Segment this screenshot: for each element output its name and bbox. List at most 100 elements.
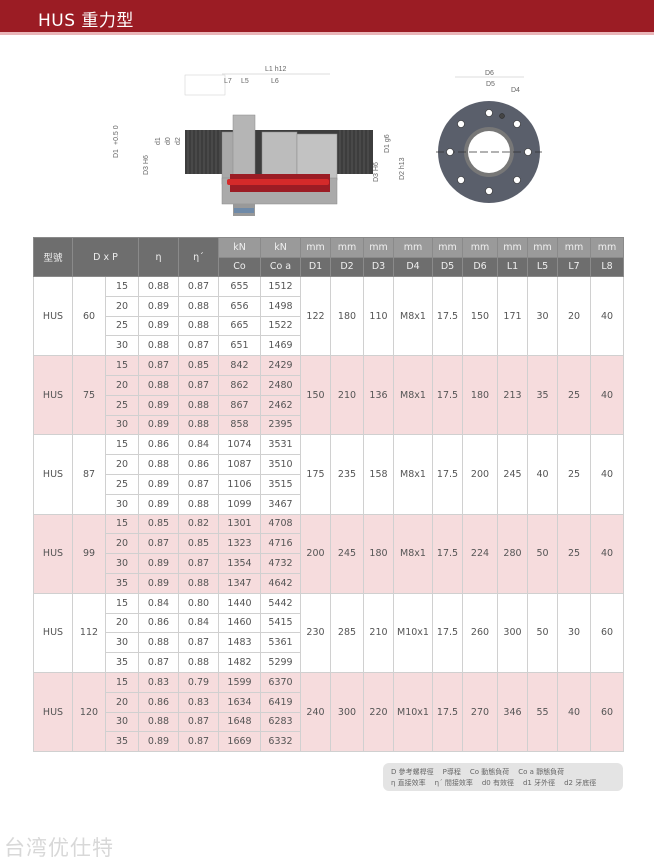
label-l6: L6 [271,78,279,85]
value-cell: 0.88 [178,315,219,337]
value-cell: 1354 [218,553,261,574]
value-cell: 25 [105,473,139,495]
value-cell: 1648 [218,711,261,733]
diameter-cell: 75 [72,355,106,436]
unit-header: mm [432,237,463,258]
value-cell: 0.86 [178,454,219,475]
value-cell: 0.88 [138,276,179,297]
column-header: Co [218,256,261,277]
column-header: D5 [432,256,463,277]
dimension-cell: 25 [557,355,591,436]
table-row: HUS 60 15 0.88 0.87 655 1512 122 180 110 M8x1 17.5 1… [33,275,624,357]
diameter-cell: 87 [72,434,106,515]
value-cell: 0.84 [178,612,219,634]
value-cell: 0.88 [138,335,179,357]
dimension-cell: 346 [497,671,528,753]
table-row: 30 0.89 0.87 1354 4732 [34,553,624,574]
label-d6: D6 [485,70,494,77]
dimension-cell: 35 [527,355,558,436]
model-cell: HUS [33,513,73,594]
dimension-cell: 200 [300,513,331,594]
value-cell: 0.88 [138,632,179,654]
column-header: D4 [393,256,433,277]
dimension-cell: 180 [330,275,364,357]
value-cell: 0.87 [138,355,179,376]
dimension-cell: 40 [557,671,591,753]
value-cell: 35 [105,731,139,753]
table-row: HUS 99 15 0.85 0.82 1301 4708 200 245 180 M8x1 17.5… [33,513,624,594]
value-cell: 5415 [260,612,301,634]
value-cell: 5442 [260,592,301,614]
value-cell: 1469 [260,335,301,357]
value-cell: 0.87 [178,335,219,357]
label-d2-h13: D2 h13 [399,157,406,180]
value-cell: 30 [105,414,139,436]
dimension-cell: 224 [462,513,498,594]
value-cell: 2395 [260,414,301,436]
value-cell: 0.82 [178,513,219,535]
label-d3-h6: D3 H6 [143,155,150,175]
diameter-cell: 60 [72,275,106,357]
value-cell: 3515 [260,473,301,495]
dimension-cell: 17.5 [432,275,463,357]
dimension-cell: 40 [590,513,624,594]
value-cell: 2480 [260,374,301,396]
value-cell: 1087 [218,454,261,475]
dimension-cell: 122 [300,275,331,357]
dimension-cell: M10x1 [393,671,433,753]
value-cell: 1323 [218,533,261,555]
value-cell: 1440 [218,592,261,614]
value-cell: 862 [218,374,261,396]
value-cell: 20 [105,533,139,555]
value-cell: 3510 [260,454,301,475]
table-row: 20 0.88 0.86 1087 3510 [34,454,624,475]
diameter-cell: 120 [72,671,106,753]
nut-side-view [184,74,373,216]
value-cell: 20 [105,612,139,634]
value-cell: 1460 [218,612,261,634]
value-cell: 0.86 [138,434,179,456]
unit-header: kN [218,237,261,258]
dimension-cell: 17.5 [432,513,463,594]
column-header: D3 [363,256,394,277]
value-cell: 0.89 [138,731,179,753]
dimension-cell: M8x1 [393,275,433,357]
value-cell: 20 [105,295,139,317]
dimension-cell: 60 [590,592,624,673]
value-cell: 0.87 [178,711,219,733]
value-cell: 651 [218,335,261,357]
value-cell: 0.83 [178,691,219,713]
value-cell: 0.89 [138,295,179,317]
legend-item: d0 有效徑 [481,779,514,787]
column-header: D x P [72,237,139,277]
value-cell: 0.89 [138,473,179,495]
column-header: L5 [527,256,558,277]
column-header: D6 [462,256,498,277]
unit-header: mm [527,237,558,258]
value-cell: 0.87 [178,374,219,396]
legend-item: d2 牙底徑 [564,779,597,787]
dimension-cell: 110 [363,275,394,357]
dimension-cell: 50 [527,592,558,673]
value-cell: 25 [105,394,139,416]
value-cell: 2429 [260,355,301,376]
unit-header: kN [260,237,301,258]
value-cell: 3467 [260,493,301,515]
dimension-cell: 280 [497,513,528,594]
column-header: η [138,237,179,277]
unit-header: mm [363,237,394,258]
unit-header: mm [497,237,528,258]
unit-header: mm [590,237,624,258]
table-row: 20 0.86 0.84 1460 5415 [34,612,624,634]
value-cell: 655 [218,276,261,297]
legend-item: Co 動態負荷 [469,768,510,776]
value-cell: 30 [105,335,139,357]
dimension-cell: 245 [330,513,364,594]
dimension-cell: 180 [462,355,498,436]
dimension-cell: 158 [363,434,394,515]
dimension-cell: 30 [527,275,558,357]
value-cell: 0.87 [138,652,179,673]
dimension-cell: 180 [363,513,394,594]
label-d1-g6: D1 g6 [384,134,391,153]
